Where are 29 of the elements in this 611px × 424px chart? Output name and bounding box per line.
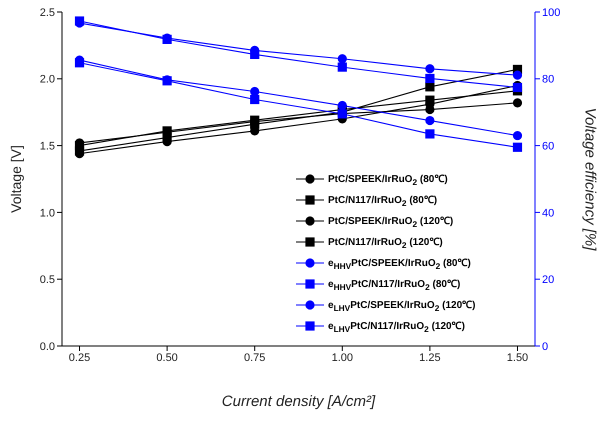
y2-tick-label: 20 [542,274,554,286]
y-tick-label: 2.0 [40,74,55,86]
y-tick-label: 1.0 [40,207,55,220]
x-tick-label: 1.50 [506,352,528,364]
legend-label: PtC/SPEEK/IrRuO$_{2}$ (120℃) [328,214,454,228]
legend-label: e$_{LHV}$PtC/N117/IrRuO$_{2}$ (120℃) [328,320,465,334]
y-tick-label: 1.5 [40,140,55,153]
y2-tick-label: 40 [542,207,554,220]
y2-axis-title: Voltage efficiency [%] [582,108,599,252]
y2-tick-label: 100 [542,6,560,19]
x-tick-label: 1.00 [332,352,354,364]
legend-label: PtC/SPEEK/IrRuO$_{2}$ (80℃) [328,172,448,186]
y-tick-label: 0.5 [40,274,55,286]
legend-label: PtC/N117/IrRuO$_{2}$ (120℃) [328,236,443,250]
y-tick-label: 0.0 [40,340,55,353]
x-axis-title: Current density [A/cm²] [222,393,376,410]
legend-label: PtC/N117/IrRuO$_{2}$ (80℃) [328,194,438,208]
legend-label: e$_{LHV}$PtC/SPEEK/IrRuO$_{2}$ (120℃) [328,298,476,312]
legend-label: e$_{HHV}$PtC/N117/IrRuO$_{2}$ (80℃) [328,278,460,292]
y2-tick-label: 80 [542,74,554,86]
x-tick-label: 0.50 [156,352,178,364]
x-tick-label: 1.25 [419,352,441,364]
x-tick-label: 0.75 [244,352,266,364]
y2-tick-label: 60 [542,140,554,153]
x-tick-label: 0.25 [68,352,90,364]
y-tick-label: 2.5 [40,6,55,19]
y2-tick-label: 0 [542,340,548,353]
y-axis-title: Voltage [V] [8,145,24,213]
legend-label: e$_{HHV}$PtC/SPEEK/IrRuO$_{2}$ (80℃) [328,256,471,270]
